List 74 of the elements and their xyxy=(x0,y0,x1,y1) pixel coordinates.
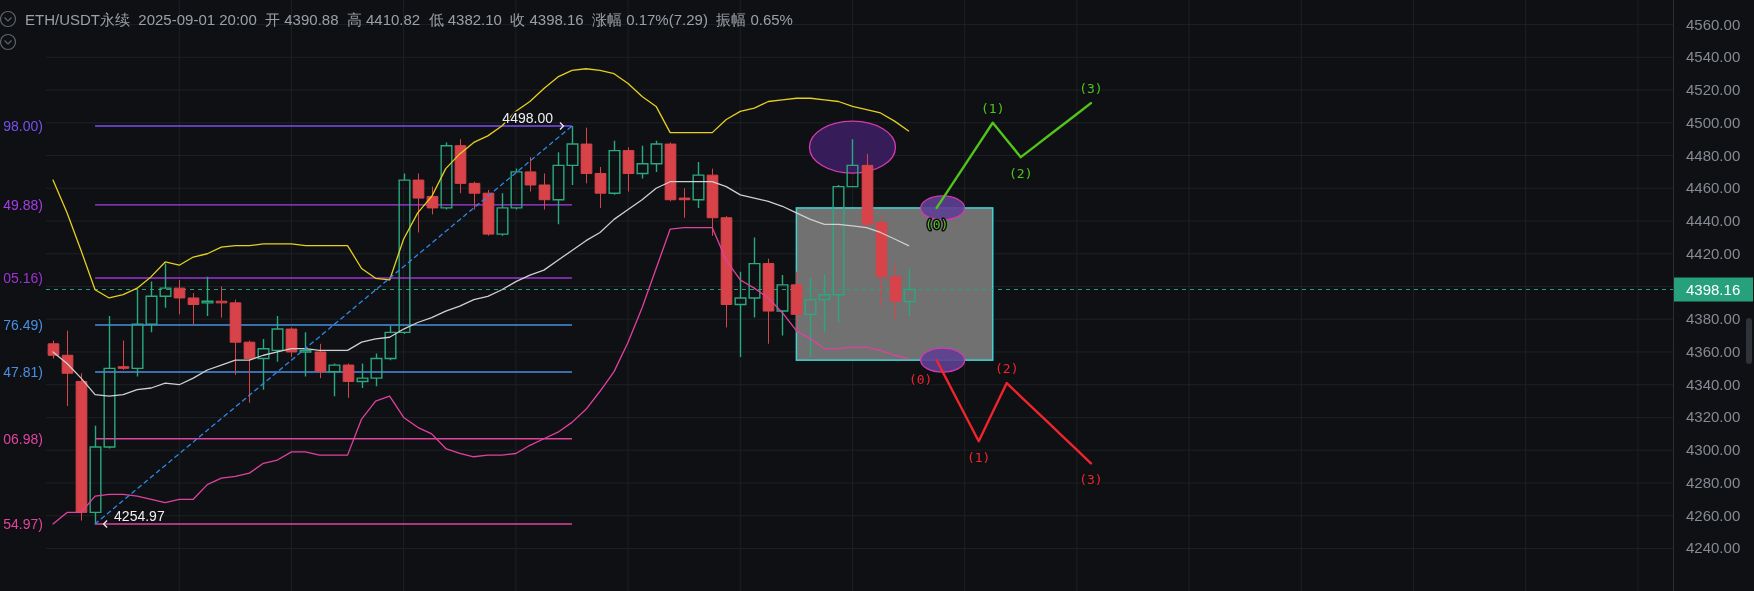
y-tick-label: 4500.00 xyxy=(1686,113,1741,131)
candlestick xyxy=(706,168,719,237)
candlestick xyxy=(538,173,551,211)
candlestick xyxy=(622,146,635,193)
y-tick-label: 4420.00 xyxy=(1686,244,1741,262)
annotation: (3) xyxy=(1079,472,1103,488)
line-series xyxy=(52,226,910,525)
ref-line-label: 4398.16 xyxy=(1686,280,1741,298)
candlestick xyxy=(299,331,312,378)
candlestick xyxy=(580,127,593,184)
candlestick xyxy=(61,330,74,407)
candlestick xyxy=(117,340,130,371)
annotation: (0) xyxy=(908,372,933,388)
candlestick xyxy=(524,156,537,193)
candlestick xyxy=(229,299,242,376)
text: 47.81) xyxy=(3,363,43,380)
y-tick-label: 4520.00 xyxy=(1686,81,1741,99)
y-tick-label: 4560.00 xyxy=(1686,15,1741,33)
candlestick xyxy=(664,141,677,202)
y-tick-label: 4280.00 xyxy=(1686,473,1741,491)
candlestick xyxy=(328,362,341,397)
candlestick xyxy=(342,362,355,399)
y-tick-label: 4460.00 xyxy=(1686,179,1741,197)
y-tick-label: 4360.00 xyxy=(1686,342,1741,360)
candlestick xyxy=(440,141,453,211)
data-label: 4254.97 xyxy=(114,507,165,524)
candlestick xyxy=(75,372,88,522)
candlestick xyxy=(875,215,888,307)
y-tick-label: 4340.00 xyxy=(1686,375,1741,393)
candlestick xyxy=(762,258,775,345)
text: 54.97) xyxy=(3,515,43,532)
y-tick-label: 4320.00 xyxy=(1686,408,1741,426)
candlestick xyxy=(173,279,186,315)
text: 98.00) xyxy=(3,118,43,135)
candlestick xyxy=(720,215,733,328)
candlestick xyxy=(47,340,60,360)
y-tick-label: 4260.00 xyxy=(1686,506,1741,524)
candlestick xyxy=(285,326,298,358)
candlestick xyxy=(861,153,874,229)
line-series xyxy=(94,125,573,525)
text: 05.16) xyxy=(3,270,43,287)
y-tick-label: 4480.00 xyxy=(1686,146,1741,164)
candlestick xyxy=(426,186,439,215)
line-series xyxy=(52,181,910,397)
text: 06.98) xyxy=(3,430,43,447)
candlestick xyxy=(678,187,691,219)
annotation: (3) xyxy=(1079,81,1103,97)
line-series xyxy=(52,68,910,299)
y-tick-label: 4540.00 xyxy=(1686,48,1741,66)
annotation: (2) xyxy=(1009,166,1033,182)
annotation: (2) xyxy=(995,361,1019,377)
text: 49.88) xyxy=(3,196,43,213)
candlestick xyxy=(468,181,481,211)
candlestick xyxy=(608,140,621,196)
annotation: (1) xyxy=(981,100,1005,116)
y-tick-label: 4440.00 xyxy=(1686,212,1741,230)
y-tick-label: 4240.00 xyxy=(1686,539,1741,557)
candlestick xyxy=(692,161,705,209)
annotation: (1) xyxy=(966,450,991,466)
y-tick-label: 4300.00 xyxy=(1686,441,1741,459)
candlestick xyxy=(215,286,228,319)
candlestick xyxy=(454,138,467,194)
annotation: (0) xyxy=(924,216,949,232)
candlestick xyxy=(889,263,902,320)
candlestick xyxy=(482,189,495,237)
candlestick xyxy=(187,292,200,325)
candlestick xyxy=(314,343,327,379)
candlestick xyxy=(594,166,607,209)
candlestick xyxy=(790,271,803,333)
candlestick xyxy=(412,173,425,233)
text: ETH/USDT永续 2025-09-01 20:00 开 4390.88 高 4410.82 低 4382.10 收 4398.16 涨幅 0.17%(7.29) 振幅 0.65% xyxy=(25,11,793,28)
candlestick xyxy=(243,340,256,404)
y-tick-label: 4380.00 xyxy=(1686,310,1741,328)
text: 76.49) xyxy=(3,316,43,333)
